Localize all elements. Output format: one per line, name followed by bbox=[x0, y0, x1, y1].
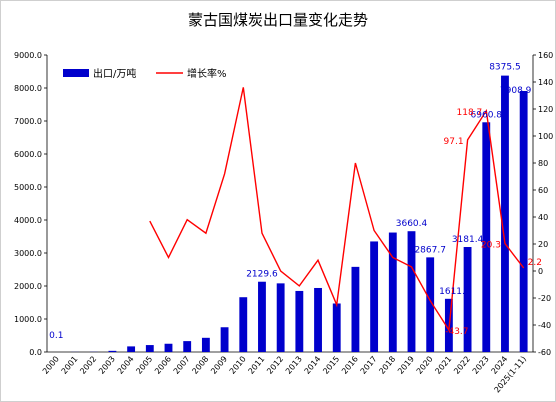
bar-value-label: 1611.8 bbox=[439, 287, 471, 297]
y-tick-right-label: 140 bbox=[538, 78, 553, 87]
legend-line-label: 增长率% bbox=[187, 67, 227, 80]
bar-value-label: 2867.7 bbox=[414, 245, 446, 255]
x-tick-label: 2010 bbox=[228, 355, 248, 376]
bar bbox=[407, 231, 416, 352]
x-tick-label: 2004 bbox=[116, 355, 136, 376]
legend-bar-label: 出口/万吨 bbox=[93, 67, 136, 80]
bar bbox=[164, 343, 173, 352]
y-tick-left-label: 0.0 bbox=[29, 348, 42, 357]
y-tick-right-label: -20 bbox=[538, 294, 551, 303]
y-tick-left-label: 3000.0 bbox=[14, 249, 42, 258]
x-tick-label: 2021 bbox=[433, 355, 453, 376]
y-tick-left-label: 5000.0 bbox=[14, 183, 42, 192]
x-tick-label: 2019 bbox=[396, 355, 416, 376]
bar bbox=[239, 297, 248, 352]
growth-value-label: 20.3 bbox=[481, 241, 501, 251]
x-tick-label: 2020 bbox=[415, 355, 435, 376]
x-tick-label: 2023 bbox=[471, 355, 491, 376]
y-tick-right-label: 60 bbox=[538, 186, 548, 195]
bar-value-label: 3181.4 bbox=[452, 235, 484, 245]
x-tick-label: 2022 bbox=[452, 355, 472, 376]
x-tick-label: 2014 bbox=[303, 355, 323, 376]
y-tick-right-label: 0 bbox=[538, 267, 543, 276]
legend-bar-swatch bbox=[63, 69, 89, 77]
x-tick-label: 2009 bbox=[209, 355, 229, 376]
bar bbox=[426, 257, 435, 352]
x-tick-label: 2000 bbox=[41, 355, 61, 376]
bar bbox=[108, 350, 117, 352]
y-tick-left-label: 6000.0 bbox=[14, 150, 42, 159]
growth-value-label: 2.2 bbox=[528, 258, 542, 268]
x-tick-label: 2013 bbox=[284, 355, 304, 376]
x-tick-label: 2012 bbox=[265, 355, 285, 376]
y-tick-right-label: 100 bbox=[538, 132, 553, 141]
growth-value-label: 118.7 bbox=[457, 108, 483, 118]
x-tick-label: 2011 bbox=[247, 355, 267, 376]
bar bbox=[314, 287, 322, 352]
growth-value-label: -43.7 bbox=[445, 327, 468, 337]
bar bbox=[295, 290, 304, 352]
x-tick-label: 2006 bbox=[153, 355, 173, 376]
x-tick-label: 2017 bbox=[359, 355, 379, 376]
y-tick-right-label: 20 bbox=[538, 240, 548, 249]
bar-value-label: 3660.4 bbox=[396, 219, 428, 229]
bar bbox=[220, 327, 229, 352]
y-tick-left-label: 8000.0 bbox=[14, 84, 42, 93]
y-tick-left-label: 2000.0 bbox=[14, 282, 42, 291]
bar bbox=[482, 122, 491, 352]
chart-title: 蒙古国煤炭出口量变化走势 bbox=[187, 11, 368, 29]
bar-value-label: 6960.8 bbox=[471, 110, 503, 120]
x-tick-label: 2002 bbox=[78, 355, 98, 376]
y-tick-left-label: 4000.0 bbox=[14, 216, 42, 225]
bar bbox=[145, 345, 154, 352]
x-tick-label: 2018 bbox=[377, 355, 397, 376]
y-tick-right-label: 40 bbox=[538, 213, 548, 222]
y-tick-left-label: 7000.0 bbox=[14, 117, 42, 126]
x-tick-label: 2008 bbox=[190, 355, 210, 376]
bar bbox=[127, 346, 136, 352]
y-tick-left-label: 9000.0 bbox=[14, 51, 42, 60]
y-tick-right-label: -40 bbox=[538, 321, 551, 330]
bar bbox=[183, 341, 192, 352]
bar bbox=[388, 232, 397, 352]
growth-line bbox=[149, 87, 525, 333]
bar bbox=[370, 241, 379, 352]
bar bbox=[201, 337, 210, 352]
y-tick-left-label: 1000.0 bbox=[14, 315, 42, 324]
bar bbox=[351, 266, 360, 352]
y-tick-right-label: -60 bbox=[538, 348, 551, 357]
bar bbox=[463, 247, 472, 352]
bar bbox=[501, 75, 509, 353]
bar bbox=[276, 283, 285, 352]
y-tick-right-label: 80 bbox=[538, 159, 548, 168]
x-tick-label: 2007 bbox=[172, 355, 192, 376]
bar-value-label: 8375.5 bbox=[489, 63, 521, 73]
bar bbox=[258, 281, 266, 352]
growth-value-label: 97.1 bbox=[444, 137, 464, 147]
x-tick-label: 2003 bbox=[97, 355, 117, 376]
y-tick-right-label: 160 bbox=[538, 51, 553, 60]
bar bbox=[519, 91, 528, 353]
bar-value-label: 2129.6 bbox=[246, 270, 278, 280]
bar-value-label: 7908.9 bbox=[500, 86, 532, 96]
x-tick-label: 2001 bbox=[60, 355, 80, 376]
bar bbox=[332, 303, 341, 352]
x-tick-label: 2015 bbox=[321, 355, 341, 376]
bar-value-label: 0.1 bbox=[49, 331, 63, 341]
x-tick-label: 2005 bbox=[134, 355, 154, 376]
y-tick-right-label: 120 bbox=[538, 105, 553, 114]
x-tick-label: 2016 bbox=[340, 355, 360, 376]
